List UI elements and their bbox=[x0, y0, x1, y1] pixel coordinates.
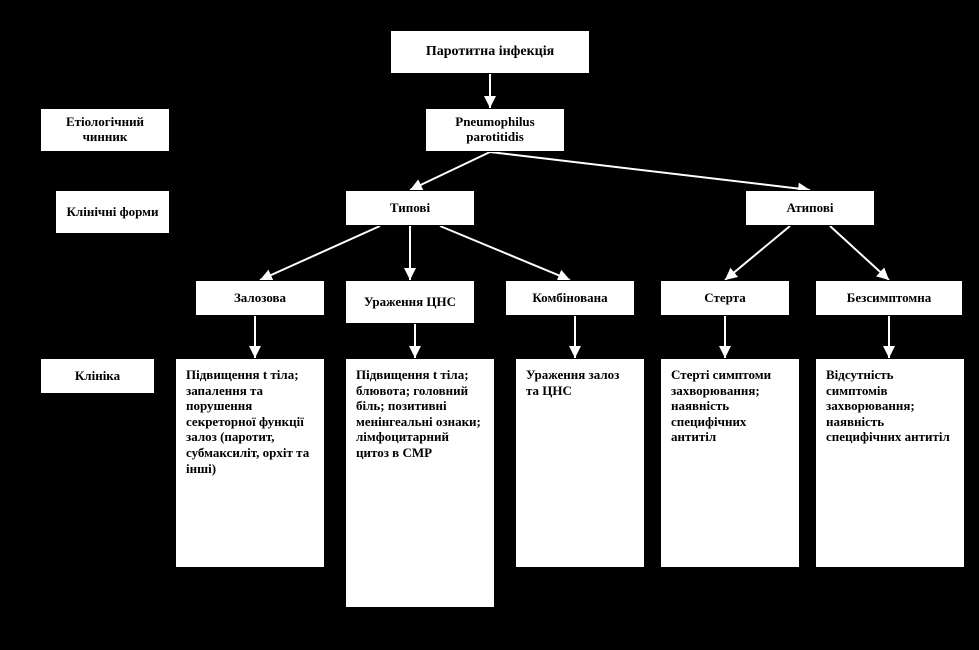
desc-zalozova-text: Підвищення t тіла; запалення та порушенн… bbox=[186, 367, 309, 476]
desc-sterta: Стерті симптоми захворювання; наявність … bbox=[660, 358, 800, 568]
node-cns-text: Ураження ЦНС bbox=[364, 295, 456, 310]
node-zalozova: Залозова bbox=[195, 280, 325, 316]
diagram-canvas: Паротитна інфекція Етіологічний чинник P… bbox=[0, 0, 979, 650]
node-typical-text: Типові bbox=[390, 201, 430, 216]
node-root-label: Паротитна інфекція bbox=[426, 44, 554, 60]
desc-zalozova: Підвищення t тіла; запалення та порушенн… bbox=[175, 358, 325, 568]
node-root: Паротитна інфекція bbox=[390, 30, 590, 74]
desc-bezsymp-text: Відсутність симптомів захворювання; наяв… bbox=[826, 367, 950, 444]
node-etio-label-text: Етіологічний чинник bbox=[47, 115, 163, 145]
node-etio-val-text: Pneumophilus parotitidis bbox=[432, 115, 558, 145]
node-sterta: Стерта bbox=[660, 280, 790, 316]
node-combo-text: Комбінована bbox=[532, 291, 607, 306]
node-bezsymp: Безсимптомна bbox=[815, 280, 963, 316]
node-forms-label-text: Клінічні форми bbox=[67, 205, 159, 220]
node-combo: Комбінована bbox=[505, 280, 635, 316]
node-etio-val: Pneumophilus parotitidis bbox=[425, 108, 565, 152]
desc-bezsymp: Відсутність симптомів захворювання; наяв… bbox=[815, 358, 965, 568]
node-klinika-text: Клініка bbox=[75, 369, 120, 384]
desc-combo: Ураження залоз та ЦНС bbox=[515, 358, 645, 568]
node-atypical: Атипові bbox=[745, 190, 875, 226]
node-etio-label: Етіологічний чинник bbox=[40, 108, 170, 152]
node-typical: Типові bbox=[345, 190, 475, 226]
node-sterta-text: Стерта bbox=[704, 291, 745, 306]
desc-sterta-text: Стерті симптоми захворювання; наявність … bbox=[671, 367, 771, 444]
node-klinika: Клініка bbox=[40, 358, 155, 394]
node-zalozova-text: Залозова bbox=[234, 291, 286, 306]
node-cns: Ураження ЦНС bbox=[345, 280, 475, 324]
node-forms-label: Клінічні форми bbox=[55, 190, 170, 234]
node-bezsymp-text: Безсимптомна bbox=[847, 291, 932, 306]
desc-combo-text: Ураження залоз та ЦНС bbox=[526, 367, 619, 398]
node-atypical-text: Атипові bbox=[787, 201, 834, 216]
desc-cns-text: Підвищення t тіла; блювота; головний біл… bbox=[356, 367, 481, 460]
desc-cns: Підвищення t тіла; блювота; головний біл… bbox=[345, 358, 495, 608]
